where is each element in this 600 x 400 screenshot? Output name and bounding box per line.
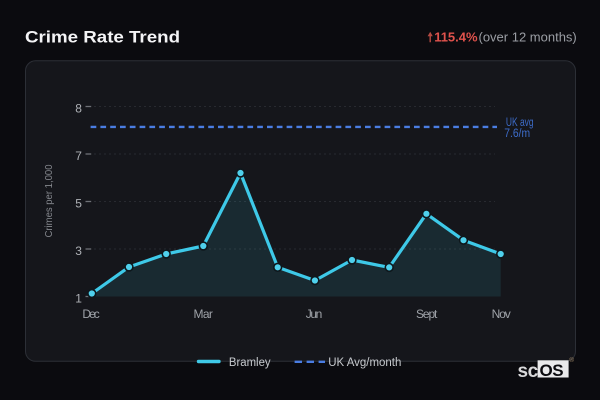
svg-text:®: ® — [569, 356, 574, 364]
svg-text:Crime Rate Trend: Crime Rate Trend — [25, 27, 180, 46]
svg-text:Sept: Sept — [416, 307, 438, 321]
svg-text:Crimes per 1,000: Crimes per 1,000 — [44, 164, 55, 237]
svg-text:Bramley: Bramley — [229, 357, 271, 369]
svg-text:8: 8 — [75, 101, 82, 115]
svg-text:UK avg: UK avg — [506, 117, 534, 129]
svg-text:OS: OS — [540, 361, 564, 380]
svg-text:(over 12 months): (over 12 months) — [479, 29, 577, 44]
svg-text:3: 3 — [75, 244, 82, 258]
svg-text:Mar: Mar — [194, 307, 213, 321]
svg-text:7: 7 — [75, 149, 82, 163]
svg-text:5: 5 — [75, 196, 82, 210]
svg-text:1: 1 — [75, 291, 82, 305]
svg-text:115.4%: 115.4% — [434, 29, 478, 44]
svg-text:sc: sc — [518, 361, 539, 382]
svg-text:Nov: Nov — [492, 307, 511, 321]
svg-text:Dec: Dec — [82, 307, 99, 321]
svg-text:Jun: Jun — [306, 307, 323, 321]
svg-text:7.6/m: 7.6/m — [504, 128, 530, 140]
svg-text:UK Avg/month: UK Avg/month — [328, 357, 401, 369]
